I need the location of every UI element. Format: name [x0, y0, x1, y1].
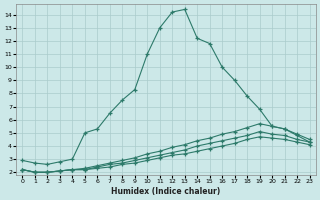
X-axis label: Humidex (Indice chaleur): Humidex (Indice chaleur)	[111, 187, 221, 196]
